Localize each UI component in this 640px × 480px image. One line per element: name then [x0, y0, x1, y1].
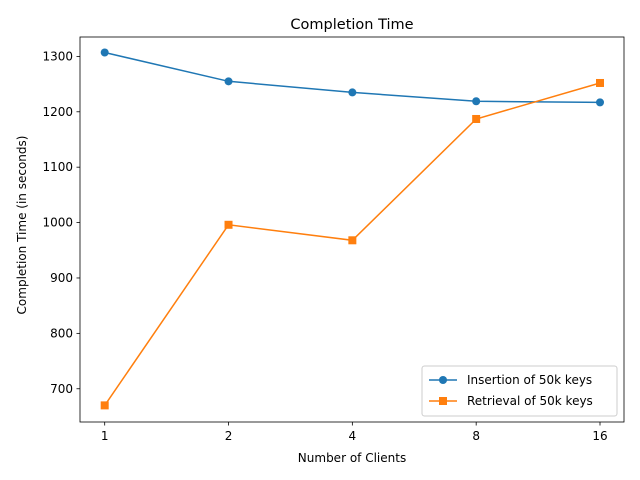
- data-point: [224, 220, 233, 229]
- x-tick-label: 1: [101, 429, 109, 443]
- y-tick-label: 1000: [42, 216, 73, 230]
- data-point: [348, 236, 357, 245]
- series-layer: [100, 48, 604, 410]
- legend-entry: Retrieval of 50k keys: [429, 394, 593, 408]
- series-1: [100, 48, 604, 107]
- data-point: [596, 98, 604, 107]
- chart-title: Completion Time: [290, 17, 413, 33]
- legend-label: Insertion of 50k keys: [467, 373, 592, 387]
- y-tick-label: 1100: [42, 160, 73, 174]
- legend: Insertion of 50k keys Retrieval of 50k ke…: [421, 365, 618, 417]
- legend-swatch-marker: [439, 397, 447, 405]
- data-point: [596, 78, 604, 87]
- y-tick-label: 900: [50, 271, 73, 285]
- x-tick-label: 16: [592, 429, 607, 443]
- x-tick-label: 4: [349, 429, 357, 443]
- series-2: [100, 78, 604, 410]
- y-axis: 700 800 900 1000 1100 1200 1300: [42, 49, 80, 396]
- legend-entry: Insertion of 50k keys: [429, 373, 592, 387]
- legend-box: [421, 365, 618, 417]
- x-axis-label: Number of Clients: [298, 451, 406, 465]
- data-point: [348, 88, 357, 97]
- data-point: [472, 114, 481, 123]
- data-point: [100, 48, 109, 57]
- x-axis: 1 2 4 8 16: [101, 422, 608, 443]
- data-point: [224, 77, 233, 86]
- data-point: [472, 97, 481, 106]
- legend-label: Retrieval of 50k keys: [467, 394, 593, 408]
- y-tick-label: 700: [50, 382, 73, 396]
- y-axis-label: Completion Time (in seconds): [15, 136, 29, 315]
- y-tick-label: 1300: [42, 49, 73, 63]
- data-point: [100, 401, 109, 410]
- legend-swatch-marker: [439, 376, 447, 384]
- x-tick-label: 8: [472, 429, 480, 443]
- y-tick-label: 1200: [42, 105, 73, 119]
- x-tick-label: 2: [225, 429, 233, 443]
- y-tick-label: 800: [50, 326, 73, 340]
